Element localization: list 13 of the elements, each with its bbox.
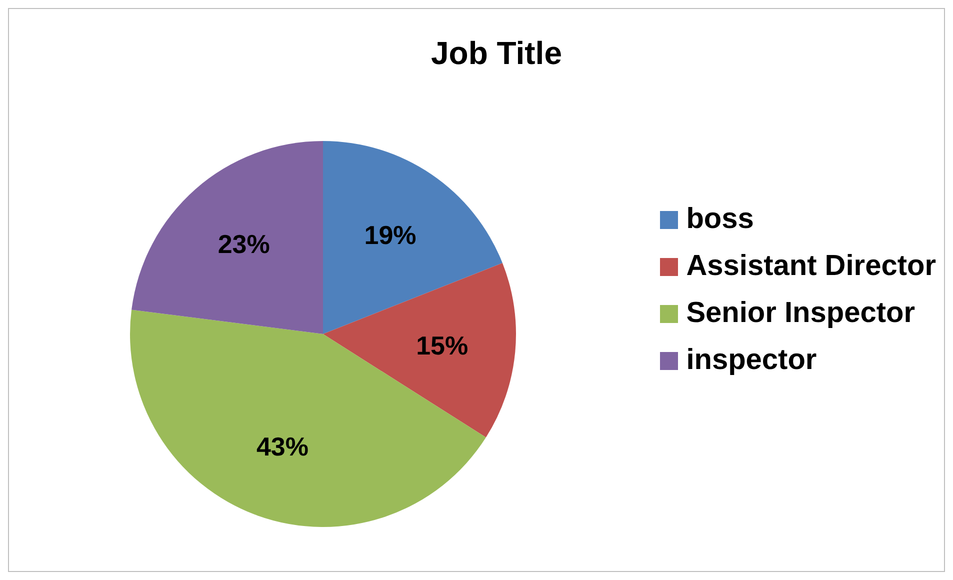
data-label: 19% bbox=[364, 220, 416, 250]
legend-label: Assistant Director bbox=[686, 250, 936, 283]
chart-title: Job Title bbox=[430, 35, 563, 72]
pie-slice bbox=[132, 141, 323, 334]
pie-slice bbox=[323, 262, 516, 438]
data-label: 23% bbox=[218, 229, 270, 260]
pie-slice bbox=[130, 310, 486, 527]
legend-label: boss bbox=[686, 203, 754, 236]
legend-label: inspector bbox=[686, 344, 817, 377]
data-label: 15% bbox=[416, 330, 468, 360]
pie-slice bbox=[323, 141, 502, 334]
data-label: 43% bbox=[256, 432, 308, 462]
legend-label: Senior Inspector bbox=[686, 297, 916, 330]
